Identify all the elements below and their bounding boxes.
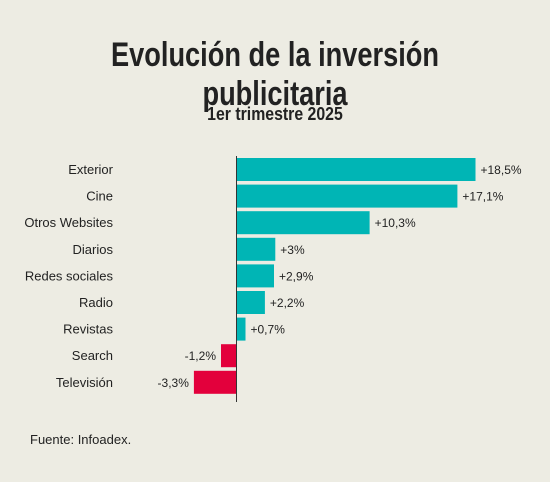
value-label: +2,2% bbox=[270, 296, 305, 310]
category-label: Otros Websites bbox=[24, 215, 113, 230]
source-note: Fuente: Infoadex. bbox=[30, 432, 132, 447]
category-label: Cine bbox=[86, 189, 113, 204]
bar bbox=[193, 370, 237, 394]
bar bbox=[236, 184, 458, 208]
bar bbox=[236, 158, 476, 181]
chart-title: Evolución de la inversión publicitaria bbox=[111, 36, 439, 113]
value-label: -1,2% bbox=[185, 349, 217, 363]
bar bbox=[236, 237, 276, 261]
category-label: Exterior bbox=[68, 162, 113, 177]
value-label: +18,5% bbox=[481, 163, 522, 177]
category-label: Revistas bbox=[63, 322, 113, 337]
value-label: +0,7% bbox=[251, 323, 286, 337]
bar bbox=[236, 291, 265, 314]
category-label: Search bbox=[72, 348, 113, 363]
value-label: +2,9% bbox=[279, 269, 314, 283]
category-label: Televisión bbox=[56, 375, 113, 390]
category-label: Redes sociales bbox=[25, 268, 114, 283]
category-label: Diarios bbox=[73, 242, 114, 257]
value-label: +17,1% bbox=[462, 190, 503, 204]
bar bbox=[236, 264, 274, 288]
value-label: +3% bbox=[280, 243, 305, 257]
chart-subtitle: 1er trimestre 2025 bbox=[207, 104, 343, 124]
bar bbox=[236, 211, 370, 235]
value-label: +10,3% bbox=[375, 216, 416, 230]
bar bbox=[236, 317, 246, 341]
bar bbox=[221, 344, 237, 368]
value-label: -3,3% bbox=[158, 376, 190, 390]
category-label: Radio bbox=[79, 295, 113, 310]
